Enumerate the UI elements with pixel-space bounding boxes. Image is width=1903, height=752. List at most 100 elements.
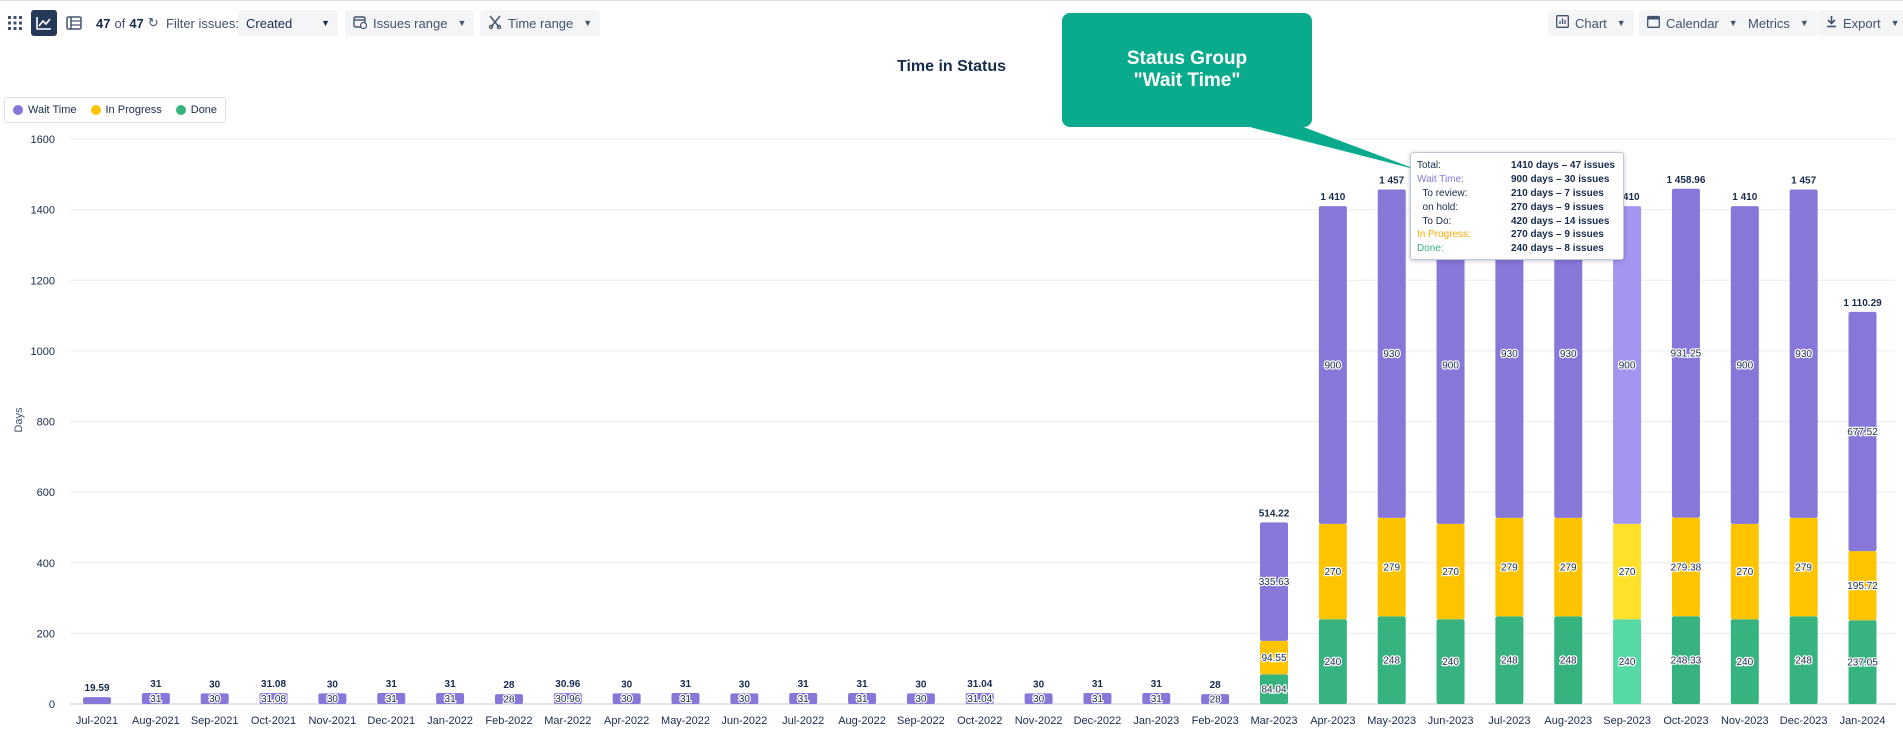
counter-shown: 47 bbox=[96, 15, 111, 31]
scissors-icon bbox=[488, 15, 502, 32]
bar-segment bbox=[1730, 619, 1759, 704]
x-tick-label: Oct-2021 bbox=[251, 715, 296, 727]
calendar-clock-icon bbox=[353, 15, 368, 32]
calendar-icon bbox=[1647, 15, 1660, 31]
filter-label: Filter issues: bbox=[166, 15, 239, 31]
export-button[interactable]: Export ▼ bbox=[1818, 10, 1903, 36]
time-range-label: Time range bbox=[508, 15, 574, 31]
x-tick-label: May-2023 bbox=[1367, 715, 1416, 727]
chart-view-icon[interactable] bbox=[31, 10, 57, 36]
data-label: 30 bbox=[327, 694, 339, 705]
bar-segment bbox=[1848, 551, 1877, 621]
total-label: 31 bbox=[150, 679, 162, 690]
tooltip-label: Wait Time: bbox=[1417, 174, 1464, 186]
data-label: 677.52 bbox=[1847, 427, 1878, 438]
total-label: 1 410 bbox=[1615, 192, 1640, 203]
x-tick-label: Sep-2021 bbox=[191, 715, 239, 727]
tooltip-label: Done: bbox=[1417, 243, 1444, 255]
download-icon bbox=[1826, 15, 1837, 31]
data-label: 270 bbox=[1442, 567, 1459, 578]
x-tick-label: Feb-2022 bbox=[485, 715, 532, 727]
data-label: 195.72 bbox=[1847, 581, 1878, 592]
tooltip-row: In Progress: 270 days – 9 issues bbox=[1417, 228, 1617, 242]
x-tick-label: Oct-2022 bbox=[957, 715, 1002, 727]
total-label: 28 bbox=[503, 680, 515, 691]
tooltip-value: 270 days – 9 issues bbox=[1511, 201, 1604, 213]
tooltip-value: 210 days – 7 issues bbox=[1511, 187, 1604, 199]
bar-segment bbox=[1436, 619, 1465, 704]
x-tick-label: Apr-2023 bbox=[1310, 715, 1355, 727]
data-label: 31.08 bbox=[261, 694, 286, 705]
bar-segment bbox=[494, 694, 523, 704]
bar-segment bbox=[1554, 189, 1583, 518]
calendar-button-label: Calendar bbox=[1666, 15, 1719, 31]
bar-segment bbox=[906, 693, 935, 704]
data-label: 270 bbox=[1325, 567, 1342, 578]
total-label: 31 bbox=[445, 679, 457, 690]
total-label: 30 bbox=[327, 679, 339, 690]
bar-segment bbox=[141, 693, 170, 704]
tooltip-value: 420 days – 14 issues bbox=[1511, 215, 1610, 227]
data-label: 237.05 bbox=[1847, 658, 1878, 669]
refresh-icon[interactable]: ↻ bbox=[147, 15, 159, 30]
tooltip-row: To review: 210 days – 7 issues bbox=[1417, 187, 1617, 201]
x-tick-label: Jan-2024 bbox=[1840, 715, 1886, 727]
legend-item-in-progress[interactable]: In Progress bbox=[90, 104, 162, 116]
data-label: 335.63 bbox=[1259, 577, 1290, 588]
legend-item-wait-time[interactable]: Wait Time bbox=[13, 104, 77, 116]
issues-range-label: Issues range bbox=[373, 15, 448, 31]
data-label: 900 bbox=[1619, 361, 1636, 372]
table-view-icon[interactable] bbox=[61, 10, 87, 36]
total-label: 31 bbox=[386, 679, 398, 690]
data-label: 94.55 bbox=[1261, 653, 1286, 664]
issues-range-button[interactable]: Issues range ▼ bbox=[345, 10, 475, 36]
bar-segment bbox=[1789, 517, 1818, 617]
total-label: 30 bbox=[915, 679, 927, 690]
bar-segment bbox=[200, 693, 229, 704]
x-tick-label: Jul-2023 bbox=[1488, 715, 1530, 727]
bar-segment bbox=[1495, 189, 1524, 518]
data-label: 900 bbox=[1325, 361, 1342, 372]
bar-segment bbox=[1730, 206, 1759, 524]
data-label: 30 bbox=[621, 694, 633, 705]
data-label: 248 bbox=[1795, 656, 1812, 667]
filter-value: Created bbox=[246, 15, 293, 31]
chart-button[interactable]: Chart ▼ bbox=[1548, 10, 1634, 36]
data-label: 240 bbox=[1442, 657, 1459, 668]
chevron-down-icon: ▼ bbox=[1616, 18, 1626, 28]
x-tick-label: Dec-2023 bbox=[1780, 715, 1828, 727]
calendar-button[interactable]: Calendar ▼ bbox=[1639, 10, 1746, 36]
data-label: 930 bbox=[1795, 349, 1812, 360]
bar-segment bbox=[1318, 523, 1347, 620]
total-label: 19.59 bbox=[84, 683, 109, 694]
grid-icon[interactable] bbox=[2, 10, 28, 36]
bar-segment bbox=[789, 693, 818, 704]
bar-segment bbox=[612, 693, 641, 704]
data-label: 30.96 bbox=[555, 694, 580, 705]
data-label: 900 bbox=[1736, 361, 1753, 372]
legend-item-done[interactable]: Done bbox=[175, 104, 217, 116]
data-label: 270 bbox=[1619, 567, 1636, 578]
bar-segment bbox=[83, 697, 111, 704]
time-range-button[interactable]: Time range ▼ bbox=[480, 10, 601, 36]
bar-segment bbox=[1318, 619, 1347, 704]
filter-select[interactable]: Created ▼ bbox=[238, 10, 338, 36]
top-divider bbox=[0, 0, 1903, 1]
bar-segment bbox=[1789, 189, 1818, 518]
x-tick-label: Aug-2023 bbox=[1544, 715, 1592, 727]
data-label: 248 bbox=[1501, 656, 1518, 667]
total-label: 1 410 bbox=[1732, 192, 1757, 203]
bar-segment bbox=[1377, 517, 1406, 617]
metrics-button[interactable]: Metrics ▼ bbox=[1740, 10, 1817, 36]
bar-segment bbox=[1613, 619, 1642, 704]
y-tick-label: 800 bbox=[37, 417, 55, 429]
bar-segment bbox=[1671, 517, 1700, 617]
tooltip-label: Total: bbox=[1417, 160, 1441, 172]
data-label: 279 bbox=[1795, 563, 1812, 574]
bar-segment bbox=[1554, 517, 1583, 617]
bar-segment bbox=[1554, 616, 1583, 704]
data-label: 31 bbox=[856, 694, 868, 705]
data-label: 30 bbox=[739, 694, 751, 705]
bar-segment bbox=[1083, 693, 1112, 704]
